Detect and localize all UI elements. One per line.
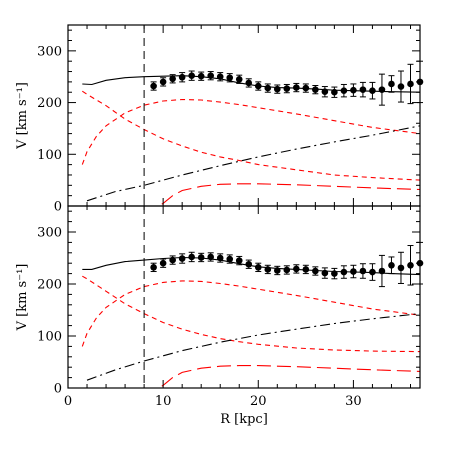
model-curve-short-dash — [81, 280, 421, 347]
data-point — [245, 260, 253, 268]
data-point — [369, 268, 376, 276]
data-point — [207, 72, 215, 79]
data-point — [197, 72, 205, 80]
plot-frame — [67, 205, 421, 389]
model-curve-long-dash — [82, 365, 421, 389]
y-tick-label: 300 — [37, 226, 62, 241]
x-tick-label: 20 — [250, 394, 267, 409]
data-point — [283, 85, 291, 92]
data-point — [169, 256, 176, 264]
data-point — [407, 261, 414, 269]
model-curve-short-dash — [81, 98, 421, 165]
data-point — [226, 255, 234, 263]
data-point — [302, 84, 310, 92]
data-point — [188, 253, 195, 261]
data-point — [312, 86, 319, 93]
data-point — [331, 270, 338, 277]
data-point — [254, 82, 262, 90]
data-point — [302, 266, 310, 273]
data-point — [150, 82, 157, 90]
y-axis-title: V [km s⁻¹] — [15, 264, 30, 332]
data-point — [331, 88, 338, 96]
data-point — [293, 265, 300, 273]
data-point — [207, 253, 215, 261]
data-point — [216, 254, 224, 262]
data-point — [378, 267, 386, 275]
data-point — [273, 85, 281, 93]
model-curve-short-dash — [81, 90, 421, 181]
data-point — [235, 257, 243, 264]
data-point — [340, 87, 348, 94]
model-curve-long-dash — [82, 183, 421, 207]
x-tick-label: 30 — [345, 394, 362, 409]
data-point — [378, 86, 386, 93]
data-point — [150, 264, 157, 271]
data-point — [159, 78, 167, 86]
data-point — [216, 73, 224, 81]
panel-top: 0 100 200 300 V [km s⁻¹] — [15, 24, 424, 215]
data-point — [283, 266, 291, 274]
data-point — [359, 267, 367, 275]
model-curve-dash-dot — [86, 125, 421, 202]
y-tick-label: 200 — [37, 96, 62, 111]
x-tick-label: 0 — [64, 394, 72, 409]
panel-bottom: 0 100 200 300 0 10 20 30 R [kpc] V [km s⁻¹] — [15, 205, 424, 427]
x-axis-title: R [kpc] — [220, 412, 268, 427]
data-point — [254, 264, 262, 271]
data-point — [397, 83, 405, 90]
data-point — [407, 80, 414, 88]
data-point — [388, 261, 395, 269]
y-tick-label: 100 — [37, 148, 62, 163]
data-point — [350, 86, 357, 94]
data-point — [321, 88, 329, 96]
data-point — [245, 79, 253, 87]
data-point — [350, 268, 357, 275]
y-tick-label: 100 — [37, 330, 62, 345]
y-tick-label: 0 — [54, 200, 62, 215]
model-curve-short-dash — [82, 275, 421, 353]
data-point — [169, 75, 176, 83]
data-point — [397, 264, 405, 272]
data-point — [264, 266, 272, 273]
data-point — [235, 76, 243, 83]
data-point — [178, 73, 186, 81]
data-point — [321, 269, 329, 277]
data-point — [197, 254, 205, 261]
data-point — [226, 74, 234, 82]
y-tick-label: 0 — [54, 382, 62, 397]
y-tick-label: 300 — [37, 44, 62, 59]
data-point — [273, 267, 281, 274]
data-point — [359, 86, 367, 93]
data-point — [312, 267, 319, 275]
data-point — [178, 255, 186, 262]
y-tick-label: 200 — [37, 278, 62, 293]
data-point — [188, 72, 195, 79]
model-curve-dash-dot — [86, 313, 421, 381]
x-tick-label: 10 — [155, 394, 172, 409]
data-point — [293, 84, 300, 91]
data-point — [159, 259, 167, 267]
data-point — [369, 87, 376, 94]
data-point — [264, 84, 272, 92]
data-point — [340, 268, 348, 276]
y-axis-title: V [km s⁻¹] — [15, 82, 30, 150]
data-point — [388, 80, 395, 88]
